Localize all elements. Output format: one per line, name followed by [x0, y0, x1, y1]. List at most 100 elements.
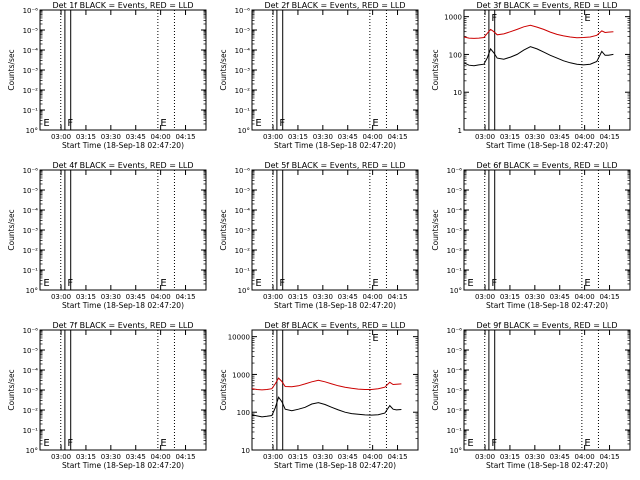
x-tick-label: 04:15: [175, 133, 195, 141]
chart-panel-9: Det 9f BLACK = Events, RED = LLD 10° 10⁻¹ 1…: [431, 321, 631, 470]
annotation-label: F: [67, 438, 73, 449]
x-tick-label: 03:00: [475, 133, 495, 141]
x-tick-label: 03:45: [126, 293, 146, 301]
annotation-label: E: [584, 13, 590, 24]
y-tick-label: 10⁻²: [235, 247, 251, 255]
y-tick-label: 10⁻⁴: [23, 47, 39, 55]
x-tick-label: 03:00: [51, 453, 71, 461]
y-axis-label: Counts/sec: [7, 209, 16, 250]
annotation-label: E: [160, 118, 166, 129]
x-tick-label: 03:15: [500, 453, 520, 461]
annotation-label: E: [43, 278, 49, 289]
annotation-label: E: [584, 438, 590, 449]
y-tick-label: 1000: [444, 14, 462, 22]
y-tick-label: 10⁻⁵: [235, 27, 251, 35]
chart-panel-1: Det 1f BLACK = Events, RED = LLD 10° 10⁻¹ 1…: [7, 1, 207, 150]
x-tick-label: 03:00: [263, 133, 283, 141]
x-tick-label: 04:00: [575, 293, 595, 301]
chart-panel-8: Det 8f BLACK = Events, RED = LLD 10 100 100…: [219, 321, 419, 470]
x-tick-label: 03:45: [550, 293, 570, 301]
annotation-label: F: [67, 118, 73, 129]
y-tick-label: 10: [453, 89, 462, 97]
x-tick-label: 03:45: [550, 133, 570, 141]
y-tick-label: 10⁻⁴: [447, 367, 463, 375]
y-tick-label: 10⁻²: [447, 247, 463, 255]
x-tick-label: 04:00: [363, 133, 383, 141]
chart-title: Det 4f BLACK = Events, RED = LLD: [52, 161, 193, 170]
y-axis-label: Counts/sec: [219, 49, 228, 90]
y-tick-label: 10⁻⁶: [447, 327, 463, 335]
x-tick-label: 03:45: [126, 133, 146, 141]
annotation-label: E: [43, 118, 49, 129]
x-tick-label: 03:30: [313, 133, 333, 141]
y-axis-label: Counts/sec: [219, 209, 228, 250]
y-axis-label: Counts/sec: [431, 49, 440, 90]
y-tick-label: 10°: [26, 447, 38, 455]
x-tick-label: 03:30: [313, 453, 333, 461]
x-tick-label: 03:15: [500, 293, 520, 301]
y-tick-label: 100: [237, 409, 250, 417]
y-tick-label: 10°: [26, 127, 38, 135]
chart-panel-5: Det 5f BLACK = Events, RED = LLD 10° 10⁻¹ 1…: [219, 161, 419, 310]
y-tick-label: 10⁻³: [235, 67, 251, 75]
y-tick-label: 10⁻²: [23, 87, 39, 95]
x-tick-label: 04:00: [575, 453, 595, 461]
annotation-label: E: [255, 118, 261, 129]
y-tick-label: 10°: [26, 287, 38, 295]
x-tick-label: 04:15: [387, 133, 407, 141]
y-tick-label: 10⁻⁴: [235, 47, 251, 55]
y-tick-label: 1000: [232, 371, 250, 379]
x-tick-label: 04:15: [599, 453, 619, 461]
x-tick-label: 04:00: [151, 453, 171, 461]
chart-title: Det 2f BLACK = Events, RED = LLD: [264, 1, 405, 10]
y-tick-label: 1: [458, 127, 462, 135]
y-tick-label: 10⁻¹: [23, 267, 39, 275]
annotation-label: E: [467, 438, 473, 449]
x-tick-label: 03:30: [525, 453, 545, 461]
y-tick-label: 10°: [238, 127, 250, 135]
y-tick-label: 10⁻¹: [447, 267, 463, 275]
series-line-lld: [463, 24, 614, 39]
chart-title: Det 8f BLACK = Events, RED = LLD: [264, 321, 405, 330]
x-tick-label: 03:00: [475, 293, 495, 301]
x-tick-label: 03:15: [288, 133, 308, 141]
x-tick-label: 03:30: [525, 293, 545, 301]
y-tick-label: 10⁻⁵: [447, 187, 463, 195]
y-tick-label: 10⁻³: [23, 227, 39, 235]
x-tick-label: 03:45: [338, 133, 358, 141]
chart-panel-4: Det 4f BLACK = Events, RED = LLD 10° 10⁻¹ 1…: [7, 161, 207, 310]
y-tick-label: 10⁻⁴: [23, 367, 39, 375]
y-tick-label: 10⁻⁶: [235, 167, 251, 175]
plot-frame: [463, 9, 631, 131]
series-line-events: [251, 396, 402, 418]
x-axis-label: Start Time (18-Sep-18 02:47:20): [486, 461, 608, 470]
x-tick-label: 04:15: [387, 453, 407, 461]
x-tick-label: 03:15: [500, 133, 520, 141]
y-axis-label: Counts/sec: [7, 369, 16, 410]
x-tick-label: 03:15: [288, 293, 308, 301]
x-tick-label: 03:00: [475, 453, 495, 461]
y-axis-label: Counts/sec: [431, 369, 440, 410]
y-tick-label: 10⁻⁶: [23, 167, 39, 175]
y-tick-label: 10⁻⁵: [447, 347, 463, 355]
x-tick-label: 04:00: [363, 293, 383, 301]
annotation-label: F: [491, 278, 497, 289]
x-tick-label: 04:15: [387, 293, 407, 301]
annotation-label: E: [160, 278, 166, 289]
x-tick-label: 04:15: [599, 133, 619, 141]
x-tick-label: 03:15: [76, 453, 96, 461]
x-tick-label: 04:00: [363, 453, 383, 461]
x-tick-label: 03:30: [313, 293, 333, 301]
y-tick-label: 10⁻³: [235, 227, 251, 235]
y-tick-label: 10⁻⁴: [447, 207, 463, 215]
y-tick-label: 10⁻⁵: [23, 347, 39, 355]
x-tick-label: 03:45: [550, 453, 570, 461]
x-tick-label: 03:15: [288, 453, 308, 461]
y-tick-label: 10°: [450, 287, 462, 295]
annotation-label: E: [372, 118, 378, 129]
chart-title: Det 9f BLACK = Events, RED = LLD: [476, 321, 617, 330]
y-tick-label: 10⁻⁶: [23, 7, 39, 15]
y-tick-label: 10⁻¹: [23, 107, 39, 115]
y-tick-label: 10⁻²: [235, 87, 251, 95]
